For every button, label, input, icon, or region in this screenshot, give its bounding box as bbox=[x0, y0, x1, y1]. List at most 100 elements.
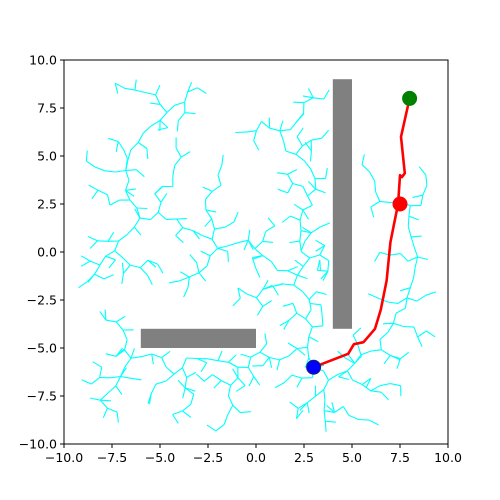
tree-edge bbox=[269, 127, 281, 132]
tree-edge bbox=[237, 377, 246, 386]
tree-edge bbox=[370, 200, 381, 208]
tree-edge bbox=[342, 406, 350, 416]
tree-edge bbox=[413, 326, 419, 338]
tree-edge bbox=[175, 235, 184, 244]
tree-edge bbox=[293, 203, 304, 211]
tree-edge bbox=[354, 355, 363, 364]
tree-edge bbox=[326, 405, 335, 413]
tree-edge bbox=[182, 403, 192, 412]
tree-edge bbox=[357, 344, 362, 355]
tree-edge bbox=[207, 358, 219, 362]
tree-edge bbox=[400, 253, 409, 262]
tree-edge bbox=[211, 184, 222, 192]
tree-edge bbox=[361, 154, 365, 165]
tree-edge bbox=[323, 400, 326, 411]
tree-edge bbox=[89, 240, 98, 249]
tree-edge bbox=[147, 259, 157, 268]
tree-edge bbox=[296, 377, 303, 388]
tree-edge bbox=[161, 357, 167, 368]
tree-edge bbox=[221, 154, 224, 166]
tree-edge bbox=[115, 321, 124, 331]
tree-edge bbox=[302, 257, 311, 267]
tree-edge bbox=[315, 239, 325, 247]
tree-edge bbox=[289, 121, 298, 130]
tree-edge bbox=[259, 351, 270, 358]
plot-area bbox=[78, 79, 437, 432]
tree-edge bbox=[125, 169, 137, 172]
tree-edge bbox=[425, 330, 436, 338]
tree-edge bbox=[205, 209, 213, 220]
tree-edge bbox=[176, 218, 184, 229]
tree-edge bbox=[305, 309, 312, 320]
tree-edge bbox=[290, 215, 301, 221]
tree-edge bbox=[130, 348, 136, 359]
x-tick-label: −2.5 bbox=[193, 450, 223, 465]
tree-edge bbox=[174, 101, 185, 106]
tree-edge bbox=[293, 284, 303, 292]
tree-edge bbox=[291, 374, 303, 379]
tree-edge bbox=[413, 267, 416, 278]
tree-edge bbox=[247, 240, 254, 250]
tree-edge bbox=[97, 189, 108, 196]
tree-edge bbox=[186, 371, 197, 378]
tree-edge bbox=[246, 293, 257, 299]
tree-edge bbox=[157, 211, 167, 220]
tree-edge bbox=[196, 357, 207, 364]
tree-edge bbox=[302, 139, 312, 147]
tree-edge bbox=[338, 376, 349, 381]
tree-edge bbox=[306, 395, 316, 404]
tree-edge bbox=[327, 260, 330, 272]
tree-edge bbox=[223, 414, 229, 425]
tree-edge bbox=[309, 150, 312, 162]
tree-edge bbox=[400, 287, 411, 292]
tree-edge bbox=[155, 84, 161, 96]
tree-edge bbox=[308, 326, 313, 337]
tree-edge bbox=[289, 401, 299, 409]
tree-edge bbox=[154, 186, 163, 195]
tree-edge bbox=[237, 287, 241, 299]
tree-edge bbox=[157, 202, 162, 213]
tree-edge bbox=[317, 269, 328, 272]
tree-edge bbox=[379, 383, 391, 387]
tree-edge bbox=[247, 356, 252, 368]
tree-edge bbox=[212, 374, 222, 381]
tree-edge bbox=[282, 140, 287, 152]
tree-edge bbox=[203, 374, 213, 382]
tree-edge bbox=[155, 94, 161, 105]
tree-edge bbox=[232, 368, 239, 379]
tree-edge bbox=[147, 275, 153, 286]
path-layer bbox=[313, 98, 411, 369]
tree-edge bbox=[192, 230, 200, 240]
tree-edge bbox=[187, 276, 190, 288]
tree-edge bbox=[104, 309, 107, 321]
tree-edge bbox=[87, 235, 98, 242]
tree-edge bbox=[86, 273, 95, 283]
tree-edge bbox=[185, 387, 196, 392]
tree-edge bbox=[129, 264, 141, 269]
tree-edge bbox=[227, 385, 232, 396]
tree-edge bbox=[184, 112, 196, 115]
tree-edge bbox=[279, 130, 285, 141]
tree-edge bbox=[107, 407, 118, 413]
x-axis: −10.0 −7.5 −5.0 −2.5 0.0 2.5 5.0 7.5 10.0 bbox=[45, 444, 462, 465]
tree-edge bbox=[174, 156, 182, 166]
tree-edge bbox=[227, 395, 234, 406]
tree-edge bbox=[311, 137, 322, 141]
tree-edge bbox=[337, 350, 346, 359]
tree-edge bbox=[304, 232, 312, 242]
tree-edge bbox=[240, 411, 251, 414]
tree-edge bbox=[281, 215, 291, 223]
tree-edge bbox=[277, 172, 288, 175]
tree-edge bbox=[154, 193, 162, 203]
tree-edge bbox=[213, 380, 222, 389]
y-axis: −10.0 −7.5 −5.0 −2.5 0.0 2.5 5.0 7.5 10.0 bbox=[19, 53, 64, 452]
tree-edge bbox=[148, 393, 152, 405]
tree-edge bbox=[127, 149, 132, 161]
tree-edge bbox=[380, 391, 389, 401]
tree-edge bbox=[205, 190, 213, 200]
tree-edge bbox=[304, 141, 312, 152]
tree-edge bbox=[230, 377, 239, 386]
tree-edge bbox=[253, 140, 260, 151]
tree-edge bbox=[287, 342, 298, 349]
tree-edge bbox=[319, 254, 329, 262]
